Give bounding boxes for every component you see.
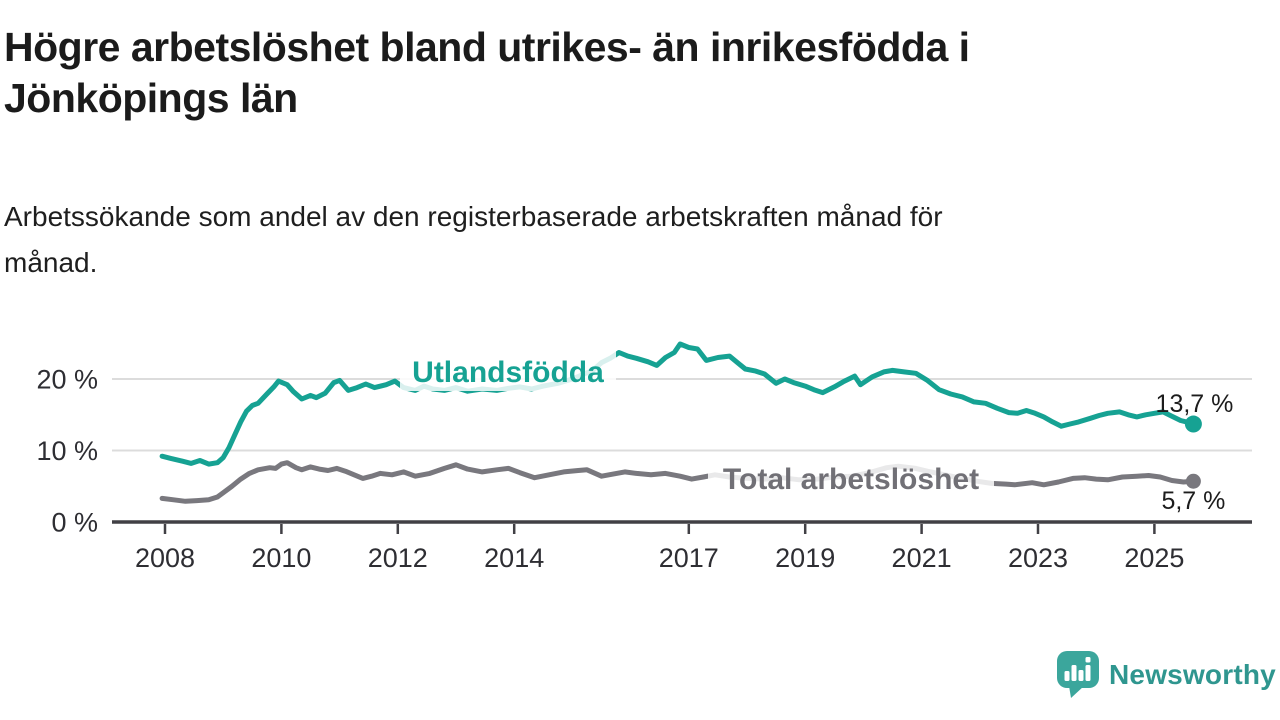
x-tick-label: 2012 <box>368 543 428 573</box>
series-line-utlandsfodda <box>159 341 1196 467</box>
x-tick-label: 2025 <box>1124 543 1184 573</box>
subtitle-line-1: Arbetssökande som andel av den registerb… <box>4 201 943 232</box>
x-tick-label: 2008 <box>135 543 195 573</box>
newsworthy-logo-icon <box>1057 651 1099 698</box>
x-tick-label: 2014 <box>484 543 544 573</box>
series-label-utlandsfodda-text: Utlandsfödda <box>412 356 604 389</box>
label-halo-total <box>708 459 994 497</box>
chart-subtitle: Arbetssökande som andel av den registerb… <box>4 194 1234 286</box>
title-line-2: Jönköpings län <box>4 75 298 121</box>
y-tick-label: 0 % <box>51 508 98 538</box>
series-label-total: Total arbetslöshet <box>708 459 994 497</box>
x-tick-label: 2021 <box>892 543 952 573</box>
end-value-total: 5,7 % <box>1161 487 1225 515</box>
x-tick-label: 2010 <box>251 543 311 573</box>
page-title: Högre arbetslöshet bland utrikes- än inr… <box>4 22 1234 124</box>
series-line-total <box>159 460 1196 504</box>
end-dot <box>1184 415 1202 433</box>
x-tick-label: 2019 <box>775 543 835 573</box>
end-value-utlandsfodda: 13,7 % <box>1156 390 1234 418</box>
subtitle-line-2: månad. <box>4 247 98 278</box>
newsworthy-logo-text: Newsworthy <box>1109 658 1276 690</box>
title-line-1: Högre arbetslöshet bland utrikes- än inr… <box>4 24 970 70</box>
x-axis-labels: 2008 2010 2012 2014 2017 2019 2021 2023 2025 <box>135 543 1184 573</box>
y-tick-label: 10 % <box>36 436 98 466</box>
x-tick-label: 2017 <box>659 543 719 573</box>
y-axis-labels: 0 % 10 % 20 % <box>36 365 98 538</box>
end-dot <box>1185 473 1201 489</box>
series-lines <box>159 341 1196 504</box>
gridlines <box>112 378 1252 452</box>
series-label-total-text: Total arbetslöshet <box>723 463 979 496</box>
series-label-utlandsfodda: Utlandsfödda <box>400 351 616 391</box>
x-axis-ticks <box>163 524 1156 534</box>
label-halo-utlandsfodda <box>400 351 616 391</box>
y-tick-label: 20 % <box>36 365 98 395</box>
newsworthy-branding: Newsworthy <box>1056 650 1276 699</box>
x-tick-label: 2023 <box>1008 543 1068 573</box>
series-end-dots <box>1184 415 1202 489</box>
